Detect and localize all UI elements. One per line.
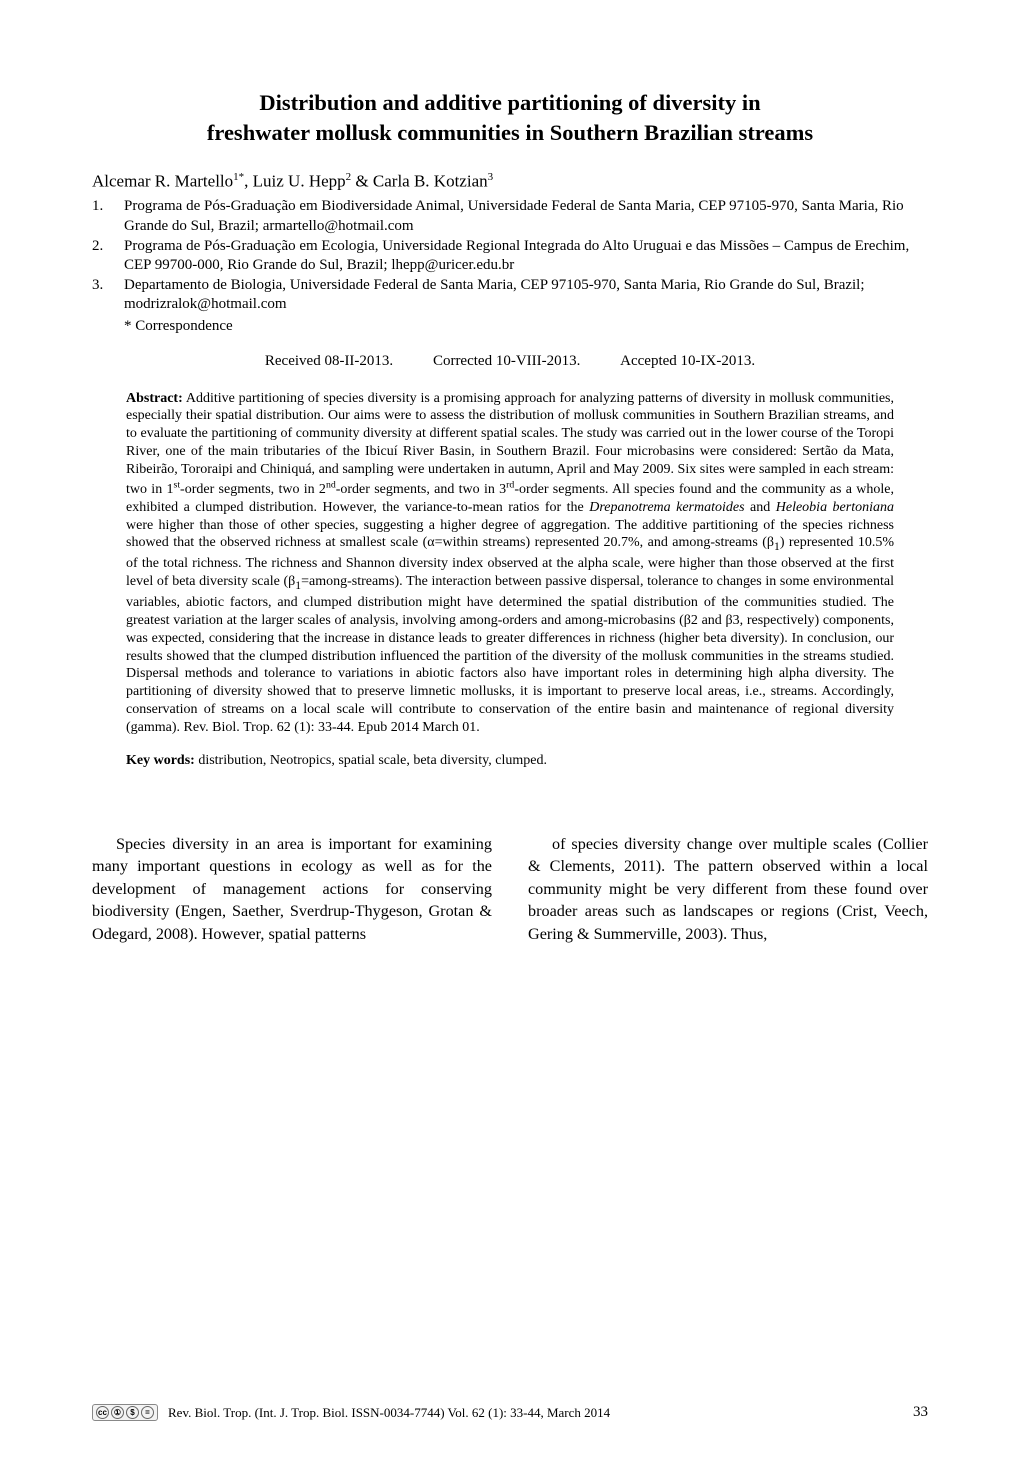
- body-columns: Species diversity in an area is importan…: [92, 833, 928, 945]
- affiliation-number: 3.: [92, 276, 106, 314]
- abstract-block: Abstract: Additive partitioning of speci…: [92, 390, 928, 738]
- cc-license-icon: cc ① $ =: [92, 1404, 158, 1421]
- body-column-right: of species diversity change over multipl…: [528, 833, 928, 945]
- affiliation-row: 2. Programa de Pós-Graduação em Ecologia…: [92, 237, 928, 275]
- affiliation-text: Departamento de Biologia, Universidade F…: [124, 276, 928, 314]
- keywords-label: Key words:: [126, 753, 195, 768]
- body-paragraph: Species diversity in an area is importan…: [92, 833, 492, 945]
- corrected-date: Corrected 10-VIII-2013.: [433, 353, 580, 369]
- article-title: Distribution and additive partitioning o…: [92, 88, 928, 149]
- affiliation-row: 1. Programa de Pós-Graduação em Biodiver…: [92, 197, 928, 235]
- title-line-1: Distribution and additive partitioning o…: [259, 90, 760, 115]
- affiliation-text: Programa de Pós-Graduação em Biodiversid…: [124, 197, 928, 235]
- keywords-text: distribution, Neotropics, spatial scale,…: [195, 753, 547, 768]
- abstract-label: Abstract:: [126, 391, 183, 406]
- accepted-date: Accepted 10-IX-2013.: [620, 353, 755, 369]
- body-paragraph: of species diversity change over multipl…: [528, 833, 928, 945]
- correspondence-note: * Correspondence: [124, 318, 928, 335]
- keywords-block: Key words: distribution, Neotropics, spa…: [92, 753, 928, 769]
- title-line-2: freshwater mollusk communities in Southe…: [207, 120, 813, 145]
- cc-glyph: cc: [96, 1406, 109, 1419]
- authors-line: Alcemar R. Martello1*, Luiz U. Hepp2 & C…: [92, 171, 928, 192]
- cc-glyph: =: [141, 1406, 154, 1419]
- page-footer: cc ① $ = Rev. Biol. Trop. (Int. J. Trop.…: [92, 1404, 928, 1421]
- affiliation-text: Programa de Pós-Graduação em Ecologia, U…: [124, 237, 928, 275]
- cc-glyph: $: [126, 1406, 139, 1419]
- page-number: 33: [913, 1404, 928, 1421]
- article-dates: Received 08-II-2013. Corrected 10-VIII-2…: [92, 353, 928, 370]
- affiliation-number: 2.: [92, 237, 106, 275]
- body-column-left: Species diversity in an area is importan…: [92, 833, 492, 945]
- affiliation-row: 3. Departamento de Biologia, Universidad…: [92, 276, 928, 314]
- abstract-text: Additive partitioning of species diversi…: [126, 391, 894, 736]
- cc-glyph: ①: [111, 1406, 124, 1419]
- affiliations-block: 1. Programa de Pós-Graduação em Biodiver…: [92, 197, 928, 314]
- received-date: Received 08-II-2013.: [265, 353, 393, 369]
- journal-citation: Rev. Biol. Trop. (Int. J. Trop. Biol. IS…: [168, 1405, 913, 1421]
- affiliation-number: 1.: [92, 197, 106, 235]
